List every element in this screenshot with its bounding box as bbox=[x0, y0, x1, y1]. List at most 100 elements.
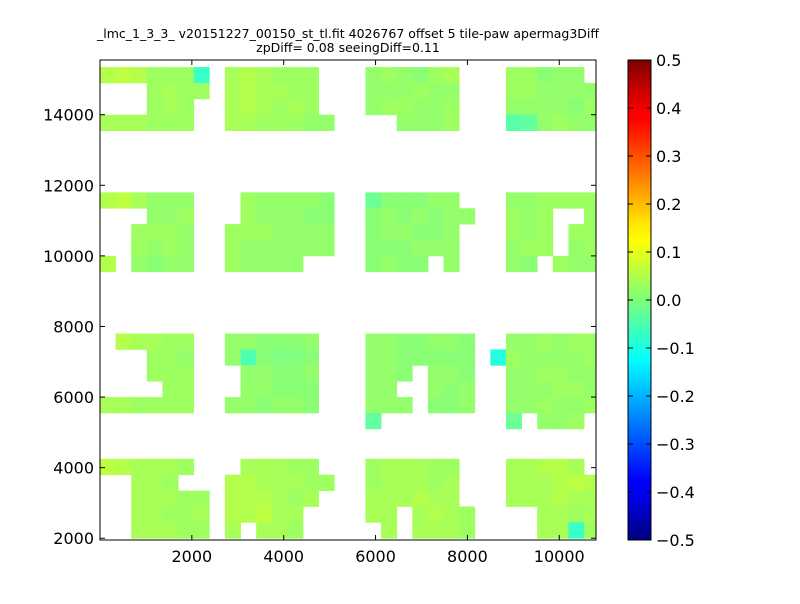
heatmap-cell bbox=[178, 381, 195, 398]
heatmap-cell bbox=[568, 365, 585, 382]
colorbar-tick-label: 0.3 bbox=[656, 147, 681, 166]
heatmap-cell bbox=[505, 67, 522, 84]
heatmap-cell bbox=[146, 506, 163, 523]
heatmap-cell bbox=[224, 255, 241, 273]
heatmap-cell bbox=[178, 82, 195, 100]
heatmap-cell bbox=[302, 333, 319, 350]
y-tick-label: 12000 bbox=[43, 176, 94, 195]
heatmap-cell bbox=[490, 349, 507, 366]
heatmap-cell bbox=[381, 506, 398, 523]
heatmap-cell bbox=[302, 474, 319, 491]
heatmap-cell bbox=[224, 67, 241, 84]
heatmap-cell bbox=[146, 397, 163, 414]
heatmap-cell bbox=[162, 82, 179, 100]
heatmap-cell bbox=[537, 114, 554, 131]
heatmap-cell bbox=[412, 522, 429, 539]
heatmap-cell bbox=[427, 506, 444, 523]
heatmap-cell bbox=[412, 82, 429, 100]
heatmap-cell bbox=[178, 67, 195, 84]
heatmap-cell bbox=[287, 224, 304, 241]
heatmap-cell bbox=[178, 255, 195, 273]
heatmap-cell bbox=[381, 224, 398, 241]
heatmap-cell bbox=[521, 381, 538, 398]
heatmap-cell bbox=[178, 192, 195, 209]
heatmap-cell bbox=[162, 114, 179, 131]
heatmap-cell bbox=[568, 67, 585, 84]
heatmap-cell bbox=[427, 365, 444, 382]
colorbar-tick-label: −0.2 bbox=[656, 387, 695, 406]
heatmap-cell bbox=[537, 522, 554, 539]
heatmap-cell bbox=[287, 333, 304, 350]
y-tick-label: 4000 bbox=[53, 459, 94, 478]
heatmap-cell bbox=[224, 82, 241, 100]
heatmap-cell bbox=[521, 397, 538, 414]
heatmap-cell bbox=[568, 474, 585, 491]
heatmap-cell bbox=[131, 255, 148, 273]
heatmap-cell bbox=[537, 333, 554, 350]
heatmap-cell bbox=[568, 114, 585, 131]
heatmap-cell bbox=[584, 333, 597, 350]
heatmap-cell bbox=[584, 397, 597, 414]
heatmap-cell bbox=[178, 333, 195, 350]
heatmap-cell bbox=[427, 522, 444, 539]
heatmap-cell bbox=[427, 67, 444, 84]
heatmap-cell bbox=[256, 333, 273, 350]
heatmap-cell bbox=[224, 506, 241, 523]
heatmap-cell bbox=[302, 67, 319, 84]
heatmap-cell bbox=[584, 349, 597, 366]
heatmap-cell bbox=[287, 114, 304, 131]
heatmap-cell bbox=[146, 490, 163, 507]
heatmap-cell bbox=[115, 458, 132, 476]
heatmap-cell bbox=[443, 67, 460, 84]
heatmap-cell bbox=[256, 349, 273, 366]
heatmap-cell bbox=[256, 224, 273, 241]
heatmap-cell bbox=[131, 397, 148, 414]
heatmap-cell bbox=[271, 365, 288, 382]
heatmap-cell bbox=[427, 98, 444, 116]
heatmap-cell bbox=[396, 240, 413, 257]
heatmap-cell bbox=[505, 381, 522, 398]
heatmap-cell bbox=[365, 67, 382, 84]
heatmap-cell bbox=[271, 192, 288, 209]
heatmap-cell bbox=[427, 114, 444, 131]
heatmap-cell bbox=[287, 490, 304, 507]
heatmap-cell bbox=[552, 333, 569, 350]
heatmap-cell bbox=[178, 349, 195, 366]
heatmap-cell bbox=[302, 381, 319, 398]
heatmap-cell bbox=[224, 349, 241, 366]
heatmap-cell bbox=[318, 474, 335, 491]
heatmap-cell bbox=[584, 522, 597, 539]
heatmap-cell bbox=[302, 349, 319, 366]
heatmap-cell bbox=[505, 192, 522, 209]
heatmap-cell bbox=[521, 240, 538, 257]
heatmap-cell bbox=[256, 458, 273, 476]
heatmap-cell bbox=[552, 349, 569, 366]
heatmap-cell bbox=[568, 98, 585, 116]
heatmap-cell bbox=[552, 474, 569, 491]
heatmap-cell bbox=[568, 224, 585, 241]
heatmap-cell bbox=[568, 412, 585, 430]
heatmap-cell bbox=[552, 522, 569, 539]
heatmap-cell bbox=[505, 458, 522, 476]
heatmap-cell bbox=[396, 255, 413, 273]
heatmap-cell bbox=[396, 67, 413, 84]
heatmap-cell bbox=[162, 474, 179, 491]
heatmap-cell bbox=[365, 474, 382, 491]
heatmap-cell bbox=[302, 114, 319, 131]
heatmap-cell bbox=[505, 333, 522, 350]
heatmap-cell bbox=[443, 474, 460, 491]
heatmap-cell bbox=[162, 365, 179, 382]
heatmap-cell bbox=[443, 240, 460, 257]
heatmap-cell bbox=[427, 381, 444, 398]
heatmap-cell bbox=[381, 490, 398, 507]
x-tick-label: 2000 bbox=[171, 547, 212, 566]
heatmap-cell bbox=[584, 255, 597, 273]
heatmap-cell bbox=[302, 490, 319, 507]
heatmap-cell bbox=[537, 224, 554, 241]
heatmap-cell bbox=[427, 240, 444, 257]
heatmap-cell bbox=[287, 381, 304, 398]
heatmap-cell bbox=[271, 208, 288, 225]
heatmap-cell bbox=[381, 349, 398, 366]
heatmap-cell bbox=[240, 67, 257, 84]
heatmap-cell bbox=[240, 506, 257, 523]
